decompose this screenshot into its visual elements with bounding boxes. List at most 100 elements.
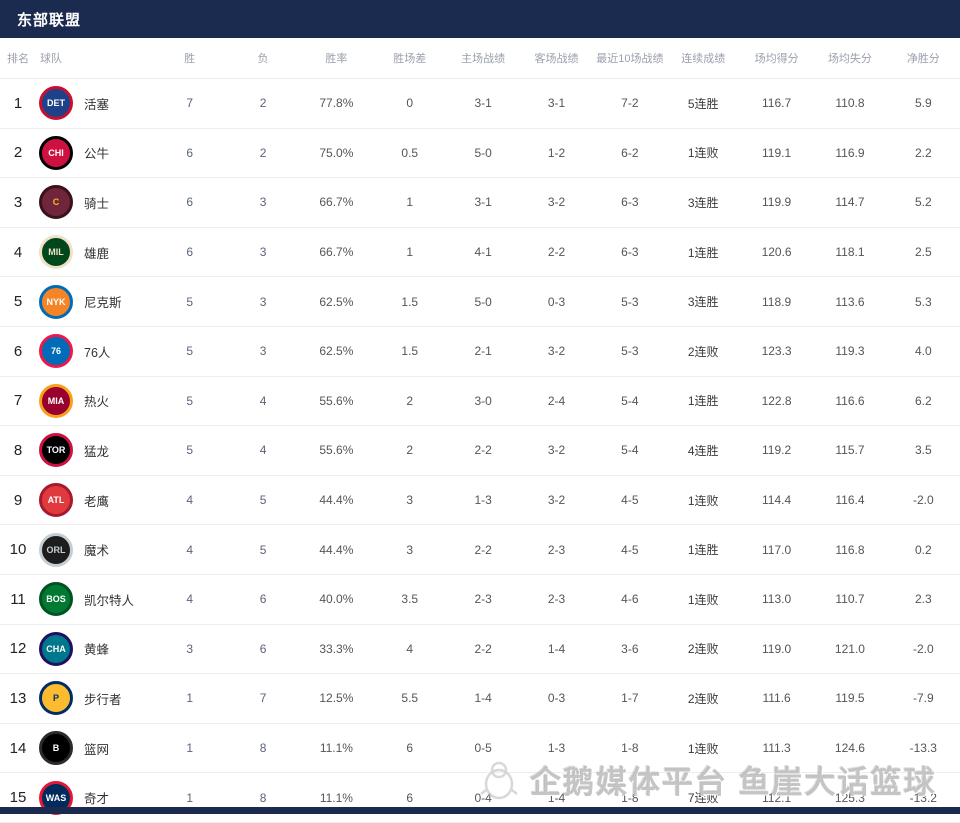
table-row[interactable]: 5 NYK 尼克斯 5 3 62.5% 1.5 5-0 0-3 5-3 3连胜 118.9 113.6 5… — [0, 277, 960, 327]
stat-wins: 4 — [186, 493, 194, 508]
table-row[interactable]: 7 MIA 热火 5 4 55.6% 2 3-0 2-4 5-4 1连胜 122.8 116.6 6.2 — [0, 377, 960, 427]
stat-oppg: 110.7 — [835, 592, 865, 607]
table-row[interactable]: 2 CHI 公牛 6 2 75.0% 0.5 5-0 1-2 6-2 1连败 119.1 116.9 2.… — [0, 129, 960, 179]
stat-ppg: 119.1 — [762, 145, 792, 160]
stat-pct: 75.0% — [319, 145, 354, 160]
rank-cell: 4 — [13, 243, 23, 261]
stat-diff: -2.0 — [912, 641, 934, 656]
team-cell[interactable]: TOR 猛龙 — [36, 433, 153, 468]
stat-gb: 6 — [406, 741, 414, 756]
stat-streak: 7连败 — [687, 791, 719, 806]
team-logo-icon[interactable]: CHA — [39, 631, 73, 666]
col-header-wins: 胜 — [184, 53, 196, 65]
team-cell[interactable]: DET 活塞 — [36, 86, 153, 121]
team-name[interactable]: 篮网 — [84, 742, 110, 757]
table-row[interactable]: 6 76 76人 5 3 62.5% 1.5 2-1 3-2 5-3 2连败 123.3 119.3 4.… — [0, 327, 960, 377]
stat-away: 2-3 — [547, 542, 566, 557]
stat-losses: 3 — [259, 195, 267, 210]
team-name[interactable]: 凯尔特人 — [84, 593, 135, 608]
team-name[interactable]: 步行者 — [84, 692, 122, 707]
team-cell[interactable]: P 步行者 — [36, 681, 153, 716]
team-name[interactable]: 雄鹿 — [84, 246, 110, 261]
col-header-home: 主场战绩 — [461, 53, 506, 65]
team-name[interactable]: 奇才 — [84, 792, 110, 807]
stat-wins: 5 — [186, 294, 194, 309]
team-logo-icon[interactable]: 76 — [39, 334, 73, 369]
team-name[interactable]: 尼克斯 — [84, 296, 122, 311]
table-row[interactable]: 8 TOR 猛龙 5 4 55.6% 2 2-2 3-2 5-4 4连胜 119.2 115.7 3.5 — [0, 426, 960, 476]
stat-home: 3-0 — [474, 393, 492, 408]
stat-last10: 3-6 — [621, 641, 639, 656]
team-cell[interactable]: MIA 热火 — [36, 383, 153, 418]
team-cell[interactable]: ATL 老鹰 — [36, 483, 153, 518]
col-header-rank: 排名 — [7, 53, 29, 65]
team-logo-icon[interactable]: CHI — [39, 135, 73, 170]
team-name[interactable]: 魔术 — [84, 544, 110, 559]
team-logo-icon[interactable]: DET — [39, 86, 73, 121]
table-row[interactable]: 9 ATL 老鹰 4 5 44.4% 3 1-3 3-2 4-5 1连败 114.4 116.4 -2.0 — [0, 476, 960, 526]
team-logo-icon[interactable]: MIA — [39, 383, 73, 418]
stat-pct: 11.1% — [319, 790, 353, 805]
stat-last10: 5-3 — [621, 294, 639, 309]
team-cell[interactable]: B 篮网 — [36, 731, 153, 766]
team-logo-icon[interactable]: TOR — [39, 433, 73, 468]
team-cell[interactable]: C 骑士 — [36, 185, 153, 220]
stat-gb: 3 — [406, 542, 414, 557]
team-cell[interactable]: CHA 黄蜂 — [36, 631, 153, 666]
team-name[interactable]: 骑士 — [84, 196, 110, 211]
bottom-bar — [0, 807, 960, 814]
table-row[interactable]: 15 WAS 奇才 1 8 11.1% 6 0-4 1-4 1-8 7连败 112.1 125.3 -13… — [0, 773, 960, 823]
table-row[interactable]: 11 BOS 凯尔特人 4 6 40.0% 3.5 2-3 2-3 4-6 1连败 113.0 110.… — [0, 575, 960, 625]
stat-home: 2-2 — [474, 542, 492, 557]
stat-gb: 2 — [406, 393, 414, 408]
stat-pct: 62.5% — [319, 294, 354, 309]
team-name[interactable]: 活塞 — [84, 97, 110, 112]
table-row[interactable]: 12 CHA 黄蜂 3 6 33.3% 4 2-2 1-4 3-6 2连败 119.0 121.0 -2.… — [0, 625, 960, 675]
table-row[interactable]: 4 MIL 雄鹿 6 3 66.7% 1 4-1 2-2 6-3 1连胜 120.6 118.1 2.5 — [0, 228, 960, 278]
team-logo-icon[interactable]: BOS — [39, 582, 73, 617]
stat-away: 1-2 — [547, 145, 566, 160]
stat-gb: 5.5 — [401, 691, 419, 706]
team-name[interactable]: 老鹰 — [84, 494, 110, 509]
col-header-pct: 胜率 — [325, 53, 348, 65]
table-row[interactable]: 13 P 步行者 1 7 12.5% 5.5 1-4 0-3 1-7 2连败 111.6 119.5 -7… — [0, 674, 960, 724]
team-cell[interactable]: CHI 公牛 — [36, 135, 153, 170]
stat-diff: 2.2 — [914, 145, 932, 160]
team-logo-icon[interactable]: P — [39, 681, 73, 716]
stat-wins: 7 — [186, 96, 194, 111]
team-cell[interactable]: MIL 雄鹿 — [36, 235, 153, 270]
table-row[interactable]: 1 DET 活塞 7 2 77.8% 0 3-1 3-1 7-2 5连胜 116.7 110.8 5.9 — [0, 79, 960, 129]
team-logo-icon[interactable]: NYK — [39, 284, 73, 319]
stat-streak: 1连胜 — [687, 543, 719, 558]
team-name[interactable]: 76人 — [84, 345, 111, 360]
team-cell[interactable]: ORL 魔术 — [36, 532, 153, 567]
team-logo-icon[interactable]: ATL — [39, 483, 73, 518]
table-row[interactable]: 10 ORL 魔术 4 5 44.4% 3 2-2 2-3 4-5 1连胜 117.0 116.8 0.2 — [0, 525, 960, 575]
team-name[interactable]: 热火 — [84, 395, 110, 410]
team-logo-icon[interactable]: ORL — [39, 532, 73, 567]
stat-streak: 1连败 — [687, 493, 719, 508]
stat-streak: 1连败 — [687, 592, 719, 607]
team-logo-icon[interactable]: B — [39, 731, 73, 766]
team-cell[interactable]: 76 76人 — [36, 334, 153, 369]
stat-away: 0-3 — [547, 294, 566, 309]
team-name[interactable]: 猛龙 — [84, 444, 110, 459]
stat-away: 1-3 — [547, 741, 566, 756]
team-name[interactable]: 公牛 — [84, 147, 110, 162]
team-cell[interactable]: BOS 凯尔特人 — [36, 582, 153, 617]
stat-losses: 3 — [259, 294, 267, 309]
stat-wins: 4 — [186, 592, 194, 607]
team-name[interactable]: 黄蜂 — [84, 643, 110, 658]
stat-streak: 5连胜 — [687, 96, 719, 111]
stat-pct: 44.4% — [319, 493, 354, 508]
table-row[interactable]: 3 C 骑士 6 3 66.7% 1 3-1 3-2 6-3 3连胜 119.9 114.7 5.2 — [0, 178, 960, 228]
stat-losses: 5 — [259, 542, 267, 557]
stat-gb: 2 — [406, 443, 414, 458]
conference-title-bar: 东部联盟 — [0, 0, 960, 38]
table-row[interactable]: 14 B 篮网 1 8 11.1% 6 0-5 1-3 1-8 1连败 111.3 124.6 -13.3 — [0, 724, 960, 774]
stat-diff: 2.3 — [914, 592, 932, 607]
team-cell[interactable]: NYK 尼克斯 — [36, 284, 153, 319]
team-logo-icon[interactable]: MIL — [39, 235, 73, 270]
stat-pct: 55.6% — [319, 393, 354, 408]
team-logo-icon[interactable]: C — [39, 185, 73, 220]
